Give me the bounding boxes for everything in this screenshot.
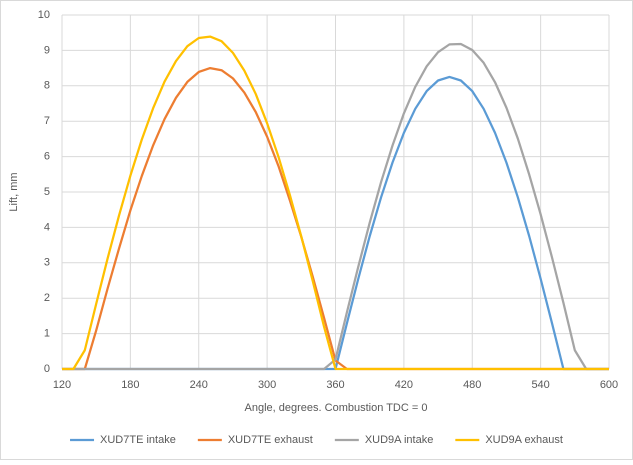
y-tick-label: 9 xyxy=(44,44,50,56)
y-tick-label: 6 xyxy=(44,151,50,163)
y-tick-label: 7 xyxy=(44,115,50,127)
y-tick-label: 3 xyxy=(44,257,50,269)
x-tick-label: 180 xyxy=(121,379,139,391)
legend-label: XUD9A intake xyxy=(365,434,433,446)
y-tick-label: 10 xyxy=(38,9,50,21)
x-tick-label: 300 xyxy=(258,379,276,391)
y-tick-label: 8 xyxy=(44,80,50,92)
y-tick-label: 1 xyxy=(44,328,50,340)
y-tick-label: 5 xyxy=(44,186,50,198)
x-tick-label: 360 xyxy=(326,379,344,391)
y-tick-label: 4 xyxy=(44,221,50,233)
legend-label: XUD7TE exhaust xyxy=(228,434,313,446)
x-tick-label: 240 xyxy=(190,379,208,391)
x-tick-label: 420 xyxy=(395,379,413,391)
series-line xyxy=(62,42,609,371)
x-axis-title: Angle, degrees. Combustion TDC = 0 xyxy=(245,402,428,414)
x-tick-label: 480 xyxy=(463,379,481,391)
series-line xyxy=(62,35,609,371)
x-tick-label: 120 xyxy=(53,379,71,391)
legend-label: XUD7TE intake xyxy=(100,434,176,446)
x-tick-label: 540 xyxy=(531,379,549,391)
y-axis-title: Lift, mm xyxy=(8,172,20,211)
legend-label: XUD9A exhaust xyxy=(485,434,563,446)
x-tick-label: 600 xyxy=(600,379,618,391)
y-tick-label: 2 xyxy=(44,292,50,304)
y-tick-label: 0 xyxy=(44,363,50,375)
